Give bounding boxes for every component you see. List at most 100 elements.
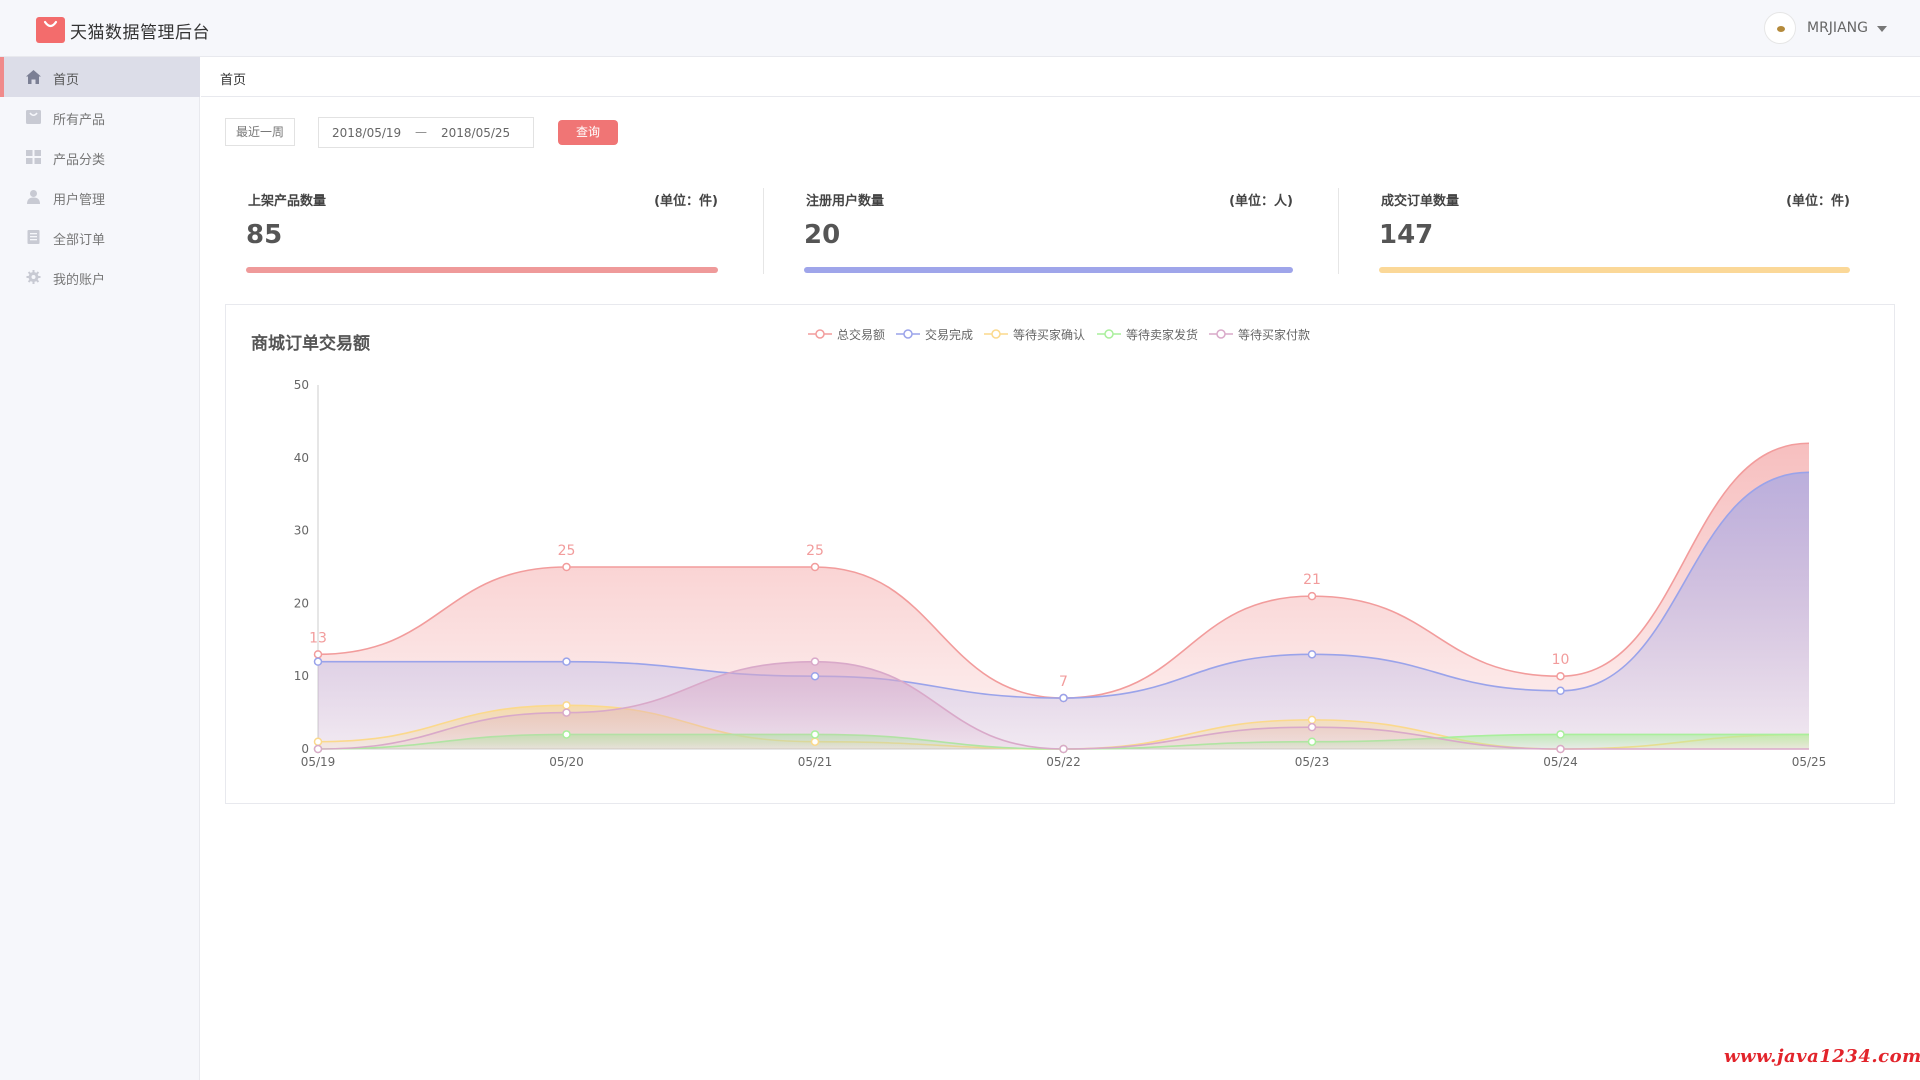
chart-panel: 0 10 20 30 40 50 05/19 05/20 05/21 05/22 05/23 05/2…: [225, 304, 1895, 804]
sidebar-item-label: 首页: [53, 73, 80, 88]
sidebar-item-orders[interactable]: 全部订单: [0, 217, 200, 257]
legend-label: 等待卖家发货: [1126, 328, 1199, 342]
query-button[interactable]: 查询: [558, 120, 618, 145]
series-area: [318, 472, 1809, 749]
stat-card-orders: 成交订单数量 (单位：件) 147: [1379, 186, 1850, 276]
data-point: [1556, 671, 1565, 681]
legend-swatch: [808, 329, 832, 339]
y-tick-label: 30: [294, 524, 309, 538]
date-end-value: 2018/05/25: [441, 126, 511, 140]
top-header: 天猫数据管理后台 MRJIANG: [0, 0, 1920, 57]
sidebar-item-products[interactable]: 所有产品: [0, 97, 200, 137]
data-point: [313, 744, 323, 754]
x-tick-label: 05/25: [1792, 755, 1827, 769]
sidebar-item-label: 全部订单: [53, 233, 106, 248]
stat-unit: (单位：人): [1229, 194, 1293, 209]
data-point: [1307, 722, 1317, 732]
order-list-icon: [27, 230, 40, 244]
legend-label: 总交易额: [837, 328, 886, 342]
stat-card-users: 注册用户数量 (单位：人) 20: [804, 186, 1293, 276]
date-range-input[interactable]: 2018/05/19 — 2018/05/25: [318, 117, 534, 148]
divider: [763, 188, 764, 274]
data-point: [1556, 686, 1565, 696]
data-point: [1059, 693, 1068, 703]
legend-label: 交易完成: [925, 328, 974, 342]
x-tick-label: 05/22: [1046, 755, 1081, 769]
x-tick-label: 05/23: [1295, 755, 1330, 769]
app-title: 天猫数据管理后台: [70, 23, 210, 43]
order-amount-chart: 0 10 20 30 40 50 05/19 05/20 05/21 05/22 05/23 05/2…: [294, 378, 1827, 769]
data-point: [313, 657, 323, 666]
series-area: [318, 661, 1809, 749]
data-point: [1307, 650, 1317, 659]
data-point: [313, 737, 323, 746]
breadcrumb[interactable]: 首页: [220, 73, 247, 88]
date-start-value: 2018/05/19: [332, 126, 402, 140]
data-point: [1059, 744, 1068, 754]
y-tick-label: 50: [294, 378, 309, 392]
data-point: [562, 730, 571, 739]
data-point: [1556, 744, 1565, 754]
sidebar-item-label: 产品分类: [53, 153, 106, 168]
breadcrumb-bar: 首页: [201, 57, 1920, 97]
stat-unit: (单位：件): [1786, 194, 1850, 209]
sidebar-item-label: 用户管理: [53, 193, 106, 208]
y-tick-label: 0: [301, 742, 309, 756]
product-icon: [26, 110, 41, 124]
data-point: [1307, 715, 1317, 725]
data-label: 25: [806, 543, 824, 559]
shopping-bag-icon[interactable]: [36, 14, 65, 43]
data-point: [1556, 730, 1565, 739]
sidebar-item-users[interactable]: 用户管理: [0, 177, 200, 217]
sidebar: 首页 所有产品 产品分类 用户管理 全部订单: [0, 57, 200, 1080]
recent-week-button[interactable]: 最近一周: [225, 118, 295, 146]
data-point: [810, 657, 820, 666]
sidebar-item-account[interactable]: 我的账户: [0, 257, 200, 297]
stat-bar: [1379, 267, 1850, 273]
y-tick-label: 40: [294, 451, 309, 465]
category-grid-icon: [26, 150, 41, 164]
x-tick-label: 05/24: [1543, 755, 1578, 769]
username[interactable]: MRJIANG: [1807, 20, 1868, 36]
stat-title: 注册用户数量: [806, 194, 885, 209]
user-icon: [27, 190, 40, 204]
data-point: [562, 657, 571, 666]
home-icon: [26, 70, 41, 84]
data-point: [313, 650, 323, 659]
avatar[interactable]: [1764, 12, 1796, 44]
divider: [1338, 188, 1339, 274]
stat-bar: [804, 267, 1293, 273]
sidebar-item-label: 所有产品: [53, 113, 106, 128]
sidebar-item-label: 我的账户: [53, 273, 106, 288]
legend-swatch: [984, 329, 1008, 339]
gear-icon: [26, 270, 41, 284]
stat-value: 85: [246, 220, 283, 250]
stat-title: 成交订单数量: [1381, 194, 1460, 209]
data-point: [562, 708, 571, 717]
stat-bar: [246, 267, 718, 273]
data-point: [810, 671, 820, 681]
data-point: [562, 701, 571, 710]
legend-label: 等待买家付款: [1238, 328, 1311, 342]
sidebar-item-home[interactable]: 首页: [0, 57, 200, 97]
data-point: [810, 562, 820, 572]
legend-swatch: [896, 329, 920, 339]
data-point: [810, 730, 820, 739]
data-label: 21: [1303, 572, 1321, 588]
data-label: 13: [309, 630, 327, 646]
x-tick-label: 05/19: [301, 755, 336, 769]
data-label: 25: [558, 543, 576, 559]
date-separator: —: [415, 125, 427, 139]
stat-card-products: 上架产品数量 (单位：件) 85: [246, 186, 718, 276]
x-tick-label: 05/21: [798, 755, 833, 769]
data-label: 7: [1059, 674, 1068, 690]
data-point: [1307, 737, 1317, 746]
y-tick-label: 20: [294, 596, 309, 610]
sidebar-item-categories[interactable]: 产品分类: [0, 137, 200, 177]
stat-unit: (单位：件): [654, 194, 718, 209]
x-tick-label: 05/20: [549, 755, 584, 769]
chevron-down-icon[interactable]: [1877, 26, 1887, 32]
legend-label: 等待买家确认: [1013, 328, 1086, 342]
legend-swatch: [1097, 329, 1121, 339]
data-label: 10: [1552, 652, 1570, 668]
